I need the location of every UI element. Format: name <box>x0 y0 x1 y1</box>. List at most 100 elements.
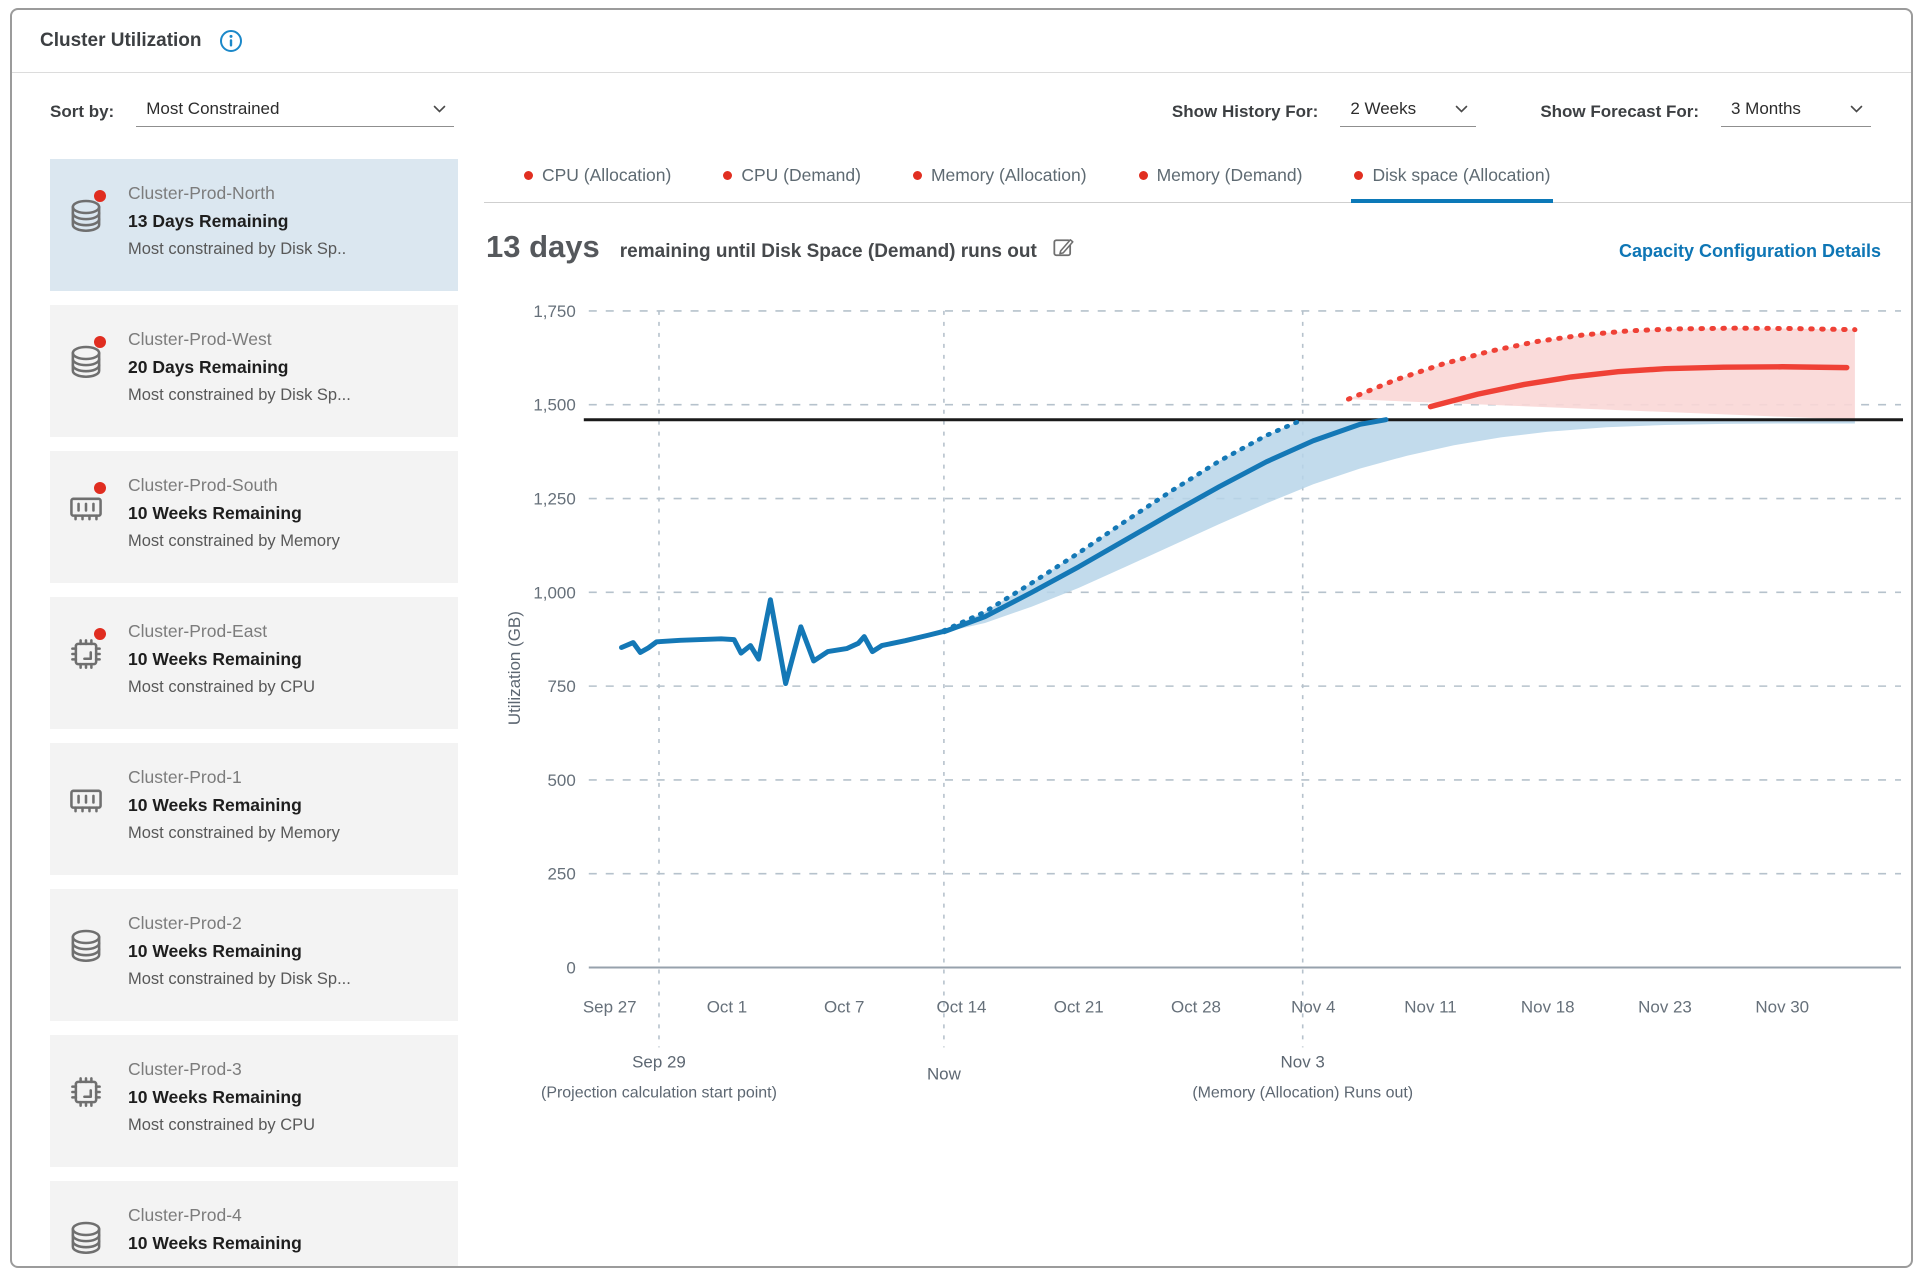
tab-disk-space-allocation-[interactable]: Disk space (Allocation) <box>1351 165 1554 203</box>
cluster-list-item-cluster-prod-west[interactable]: Cluster-Prod-West 20 Days Remaining Most… <box>50 305 458 437</box>
controls-row: Sort by: Most Constrained Show History F… <box>12 73 1911 127</box>
svg-text:1,250: 1,250 <box>533 490 575 509</box>
chevron-down-icon <box>1850 99 1863 119</box>
svg-text:Oct 14: Oct 14 <box>937 997 987 1016</box>
disk-icon <box>67 197 105 235</box>
sort-by-select[interactable]: Most Constrained <box>136 97 455 127</box>
cluster-name: Cluster-Prod-3 <box>128 1059 242 1079</box>
svg-text:Sep 29: Sep 29 <box>632 1052 686 1071</box>
svg-text:Oct 28: Oct 28 <box>1171 997 1221 1016</box>
metric-tab-label: CPU (Allocation) <box>542 165 672 185</box>
cpu-icon <box>67 1073 105 1111</box>
cluster-utilization-panel: Cluster Utilization Sort by: Most Constr… <box>10 8 1913 1268</box>
svg-text:(Projection calculation start: (Projection calculation start point) <box>541 1084 777 1101</box>
svg-text:Sep 27: Sep 27 <box>583 997 637 1016</box>
alert-dot-icon <box>1138 171 1148 180</box>
sort-by-value: Most Constrained <box>146 99 280 118</box>
cluster-constraint: Most constrained by Memory <box>128 824 340 842</box>
cluster-days-remaining: 10 Weeks Remaining <box>128 795 302 815</box>
svg-text:1,500: 1,500 <box>533 396 575 415</box>
alert-dot-icon <box>912 171 922 180</box>
chevron-down-icon <box>433 99 446 119</box>
svg-text:Nov 11: Nov 11 <box>1404 997 1456 1016</box>
cpu-icon <box>67 635 105 673</box>
capacity-configuration-details-link[interactable]: Capacity Configuration Details <box>1618 241 1881 261</box>
main-content: Cluster-Prod-North 13 Days Remaining Mos… <box>12 159 1911 1266</box>
alert-dot-icon <box>723 171 733 180</box>
page-title: Cluster Utilization <box>40 30 202 51</box>
cluster-list-item-cluster-prod-east[interactable]: Cluster-Prod-East 10 Weeks Remaining Mos… <box>50 597 458 729</box>
cluster-constraint: Most constrained by Disk Sp.. <box>128 240 347 258</box>
svg-text:1,750: 1,750 <box>533 302 575 321</box>
alert-dot-icon <box>94 190 106 202</box>
disk-icon <box>67 927 105 965</box>
cluster-list-item-cluster-prod-north[interactable]: Cluster-Prod-North 13 Days Remaining Mos… <box>50 159 458 291</box>
svg-text:250: 250 <box>548 865 576 884</box>
metric-tab-label: Disk space (Allocation) <box>1372 165 1551 185</box>
cluster-days-remaining: 13 Days Remaining <box>128 211 289 231</box>
cluster-list-item-cluster-prod-3[interactable]: Cluster-Prod-3 10 Weeks Remaining Most c… <box>50 1035 458 1167</box>
show-forecast-label: Show Forecast For: <box>1540 102 1699 121</box>
cluster-name: Cluster-Prod-North <box>128 183 275 203</box>
cluster-list-item-cluster-prod-south[interactable]: Cluster-Prod-South 10 Weeks Remaining Mo… <box>50 451 458 583</box>
svg-text:1,000: 1,000 <box>533 583 575 602</box>
svg-text:Nov 30: Nov 30 <box>1755 997 1809 1016</box>
memory-icon <box>67 781 105 819</box>
svg-text:0: 0 <box>566 959 575 978</box>
alert-dot-icon <box>94 482 106 494</box>
disk-icon <box>67 343 105 381</box>
metric-tabbar: CPU (Allocation) CPU (Demand) Memory (Al… <box>484 159 1911 203</box>
cluster-name: Cluster-Prod-4 <box>128 1205 242 1225</box>
sort-by-label: Sort by: <box>50 102 115 121</box>
cluster-days-remaining: 10 Weeks Remaining <box>128 649 302 669</box>
cluster-list-item-cluster-prod-4[interactable]: Cluster-Prod-4 10 Weeks Remaining <box>50 1181 458 1266</box>
alert-dot-icon <box>524 171 533 180</box>
utilization-chart: 0 250 500 750 1,000 1,250 1,500 1,750 Sep 27 Oct … <box>505 302 1904 1101</box>
cluster-days-remaining: 10 Weeks Remaining <box>128 1233 302 1253</box>
cluster-days-remaining: 10 Weeks Remaining <box>128 941 302 961</box>
cluster-constraint: Most constrained by Disk Sp... <box>128 970 351 988</box>
memory-icon <box>67 489 105 527</box>
cluster-list-item-cluster-prod-1[interactable]: Cluster-Prod-1 10 Weeks Remaining Most c… <box>50 743 458 875</box>
svg-text:Oct 21: Oct 21 <box>1054 997 1104 1016</box>
days-remaining-subtitle: remaining until Disk Space (Demand) runs… <box>619 241 1037 262</box>
cluster-constraint: Most constrained by Disk Sp... <box>128 386 351 404</box>
info-icon[interactable] <box>218 28 244 54</box>
show-history-label: Show History For: <box>1171 102 1319 121</box>
show-history-select[interactable]: 2 Weeks <box>1340 97 1477 127</box>
cluster-days-remaining: 10 Weeks Remaining <box>128 503 302 523</box>
metric-tab-label: CPU (Demand) <box>741 165 861 185</box>
cluster-constraint: Most constrained by Memory <box>128 532 340 550</box>
cluster-name: Cluster-Prod-West <box>128 329 272 349</box>
tab-cpu-demand-[interactable]: CPU (Demand) <box>723 165 861 186</box>
alert-dot-icon <box>94 336 106 348</box>
svg-text:Nov 3: Nov 3 <box>1281 1052 1325 1071</box>
svg-text:Oct 1: Oct 1 <box>707 997 748 1016</box>
svg-text:Utilization (GB): Utilization (GB) <box>505 611 524 725</box>
cluster-constraint: Most constrained by CPU <box>128 1116 316 1134</box>
tab-memory-allocation-[interactable]: Memory (Allocation) <box>912 165 1087 186</box>
cluster-name: Cluster-Prod-South <box>128 475 278 495</box>
svg-text:Nov 18: Nov 18 <box>1521 997 1575 1016</box>
show-forecast-value: 3 Months <box>1731 99 1801 118</box>
svg-text:750: 750 <box>548 677 576 696</box>
cluster-days-remaining: 20 Days Remaining <box>128 357 289 377</box>
show-forecast-select[interactable]: 3 Months <box>1721 97 1871 127</box>
disk-icon <box>67 1219 105 1257</box>
svg-text:Nov 4: Nov 4 <box>1291 997 1335 1016</box>
alert-dot-icon <box>94 628 106 640</box>
svg-text:Nov 23: Nov 23 <box>1638 997 1692 1016</box>
edit-icon[interactable] <box>1051 235 1076 265</box>
metric-tab-label: Memory (Demand) <box>1156 165 1303 185</box>
svg-text:(Memory (Allocation) Runs out): (Memory (Allocation) Runs out) <box>1192 1084 1413 1101</box>
svg-text:500: 500 <box>548 771 576 790</box>
days-remaining-value: 13 days <box>486 229 600 264</box>
show-history-value: 2 Weeks <box>1350 99 1417 118</box>
cluster-list-item-cluster-prod-2[interactable]: Cluster-Prod-2 10 Weeks Remaining Most c… <box>50 889 458 1021</box>
tab-memory-demand-[interactable]: Memory (Demand) <box>1138 165 1303 186</box>
svg-text:Now: Now <box>927 1064 962 1083</box>
chart-column: CPU (Allocation) CPU (Demand) Memory (Al… <box>484 159 1911 1266</box>
panel-header: Cluster Utilization <box>12 10 1911 73</box>
tab-cpu-allocation-[interactable]: CPU (Allocation) <box>524 165 671 186</box>
